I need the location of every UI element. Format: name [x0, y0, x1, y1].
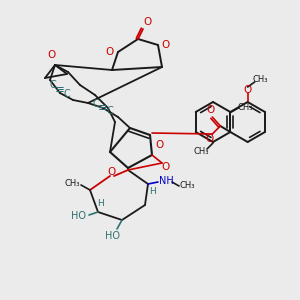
- Text: H: H: [98, 199, 104, 208]
- Text: O: O: [108, 167, 116, 177]
- Text: O: O: [106, 47, 114, 57]
- Text: NH: NH: [159, 176, 173, 186]
- Text: O: O: [206, 105, 214, 115]
- Text: CH₃: CH₃: [64, 178, 80, 188]
- Text: C: C: [64, 89, 70, 99]
- Text: O: O: [143, 17, 151, 27]
- Text: H: H: [150, 187, 156, 196]
- Text: O: O: [48, 50, 56, 60]
- Text: O: O: [205, 134, 213, 144]
- Text: ≡: ≡: [55, 82, 65, 95]
- Text: CH₃: CH₃: [253, 76, 268, 85]
- Text: CH₃: CH₃: [179, 182, 195, 190]
- Text: C: C: [93, 99, 99, 109]
- Text: ≡: ≡: [98, 100, 108, 113]
- Text: CH₃: CH₃: [193, 148, 209, 157]
- Text: C: C: [106, 106, 113, 116]
- Text: HO: HO: [70, 211, 86, 221]
- Text: O: O: [244, 85, 252, 95]
- Text: CH₃: CH₃: [238, 103, 253, 112]
- Text: HO: HO: [104, 231, 119, 241]
- Text: O: O: [156, 140, 164, 150]
- Text: O: O: [161, 162, 169, 172]
- Text: O: O: [162, 40, 170, 50]
- Text: C: C: [50, 80, 56, 90]
